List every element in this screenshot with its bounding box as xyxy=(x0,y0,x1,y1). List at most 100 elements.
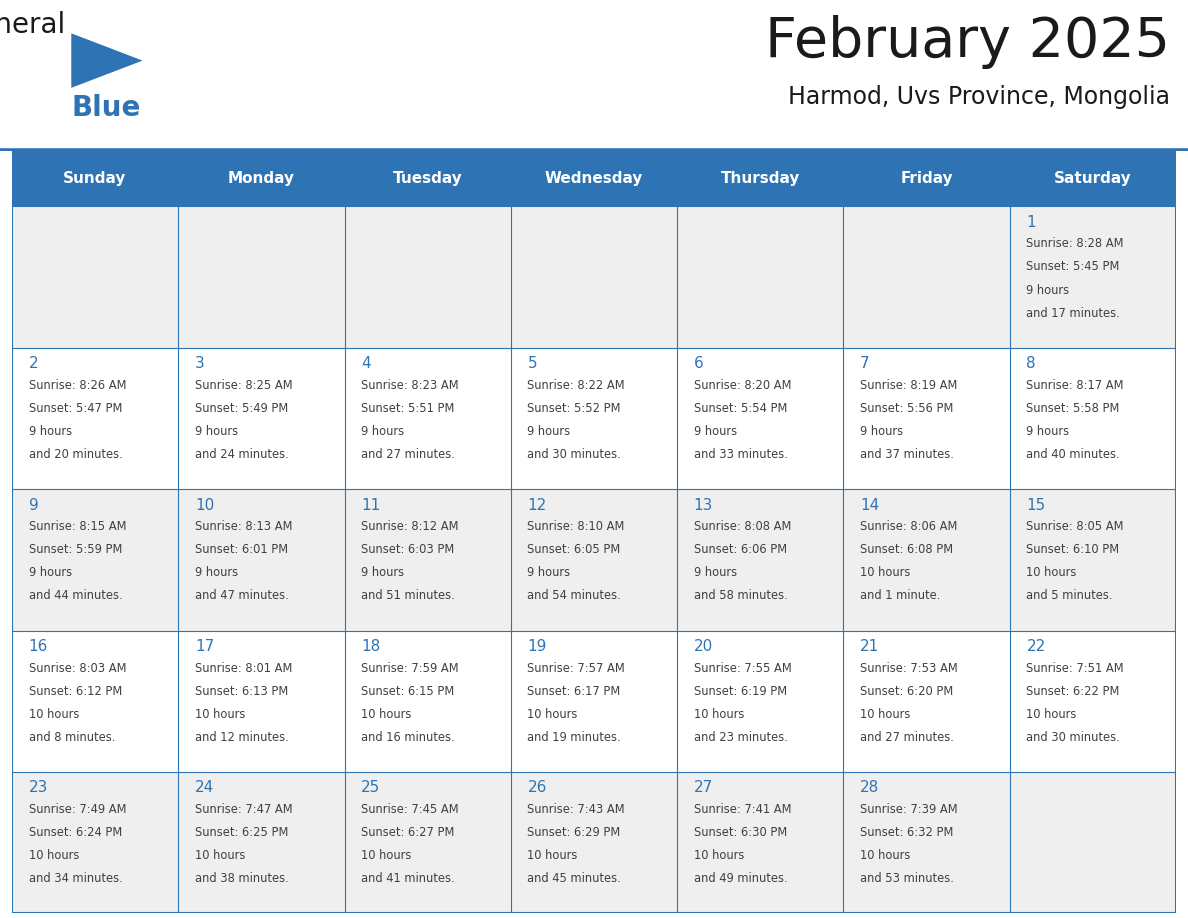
Text: and 19 minutes.: and 19 minutes. xyxy=(527,731,621,744)
Text: 7: 7 xyxy=(860,356,870,371)
Text: and 23 minutes.: and 23 minutes. xyxy=(694,731,788,744)
Text: and 24 minutes.: and 24 minutes. xyxy=(195,448,289,461)
Text: Sunset: 5:45 PM: Sunset: 5:45 PM xyxy=(1026,261,1120,274)
Text: Sunset: 6:13 PM: Sunset: 6:13 PM xyxy=(195,685,287,698)
Text: and 12 minutes.: and 12 minutes. xyxy=(195,731,289,744)
Text: Sunset: 6:29 PM: Sunset: 6:29 PM xyxy=(527,826,620,839)
Text: 26: 26 xyxy=(527,780,546,796)
Text: Sunrise: 8:15 AM: Sunrise: 8:15 AM xyxy=(29,521,126,533)
Text: Sunset: 6:17 PM: Sunset: 6:17 PM xyxy=(527,685,620,698)
Text: Sunrise: 7:53 AM: Sunrise: 7:53 AM xyxy=(860,662,958,675)
Text: and 38 minutes.: and 38 minutes. xyxy=(195,872,289,885)
Text: Sunset: 5:52 PM: Sunset: 5:52 PM xyxy=(527,402,621,415)
Text: 8: 8 xyxy=(1026,356,1036,371)
Text: Sunrise: 7:59 AM: Sunrise: 7:59 AM xyxy=(361,662,459,675)
Text: 21: 21 xyxy=(860,639,879,654)
Text: and 34 minutes.: and 34 minutes. xyxy=(29,872,122,885)
Text: 10 hours: 10 hours xyxy=(860,708,910,721)
Text: 3: 3 xyxy=(195,356,204,371)
Text: and 17 minutes.: and 17 minutes. xyxy=(1026,307,1120,319)
Text: Sunset: 6:03 PM: Sunset: 6:03 PM xyxy=(361,543,454,556)
Text: Sunrise: 8:05 AM: Sunrise: 8:05 AM xyxy=(1026,521,1124,533)
Text: Sunset: 6:24 PM: Sunset: 6:24 PM xyxy=(29,826,121,839)
Text: 5: 5 xyxy=(527,356,537,371)
Text: 24: 24 xyxy=(195,780,214,796)
Text: 10 hours: 10 hours xyxy=(694,849,744,862)
Text: and 20 minutes.: and 20 minutes. xyxy=(29,448,122,461)
Text: Sunset: 5:51 PM: Sunset: 5:51 PM xyxy=(361,402,455,415)
Text: and 44 minutes.: and 44 minutes. xyxy=(29,589,122,602)
Text: 19: 19 xyxy=(527,639,546,654)
Text: 10 hours: 10 hours xyxy=(527,708,577,721)
Text: 9 hours: 9 hours xyxy=(694,425,737,438)
Text: and 51 minutes.: and 51 minutes. xyxy=(361,589,455,602)
Text: February 2025: February 2025 xyxy=(765,15,1170,69)
Text: 9 hours: 9 hours xyxy=(527,566,570,579)
Text: and 58 minutes.: and 58 minutes. xyxy=(694,589,788,602)
Text: 20: 20 xyxy=(694,639,713,654)
Text: Sunset: 6:19 PM: Sunset: 6:19 PM xyxy=(694,685,786,698)
Text: Friday: Friday xyxy=(901,172,953,186)
Text: 9 hours: 9 hours xyxy=(361,425,404,438)
Text: 10 hours: 10 hours xyxy=(860,566,910,579)
Text: Sunset: 5:47 PM: Sunset: 5:47 PM xyxy=(29,402,122,415)
Text: Sunset: 6:22 PM: Sunset: 6:22 PM xyxy=(1026,685,1120,698)
Text: 6: 6 xyxy=(694,356,703,371)
Text: and 27 minutes.: and 27 minutes. xyxy=(860,731,954,744)
Text: 10 hours: 10 hours xyxy=(1026,566,1076,579)
Text: and 5 minutes.: and 5 minutes. xyxy=(1026,589,1113,602)
Text: Wednesday: Wednesday xyxy=(545,172,643,186)
Text: Sunrise: 8:25 AM: Sunrise: 8:25 AM xyxy=(195,379,292,392)
Text: 25: 25 xyxy=(361,780,380,796)
Text: Sunrise: 8:10 AM: Sunrise: 8:10 AM xyxy=(527,521,625,533)
Text: Sunrise: 8:13 AM: Sunrise: 8:13 AM xyxy=(195,521,292,533)
Text: and 45 minutes.: and 45 minutes. xyxy=(527,872,621,885)
Text: 18: 18 xyxy=(361,639,380,654)
Text: 17: 17 xyxy=(195,639,214,654)
Text: Sunset: 6:20 PM: Sunset: 6:20 PM xyxy=(860,685,953,698)
Text: Sunrise: 7:45 AM: Sunrise: 7:45 AM xyxy=(361,803,459,816)
Text: and 30 minutes.: and 30 minutes. xyxy=(527,448,621,461)
Text: Sunrise: 8:06 AM: Sunrise: 8:06 AM xyxy=(860,521,958,533)
Text: 10 hours: 10 hours xyxy=(694,708,744,721)
Bar xyxy=(12,631,1176,772)
Text: Sunset: 6:15 PM: Sunset: 6:15 PM xyxy=(361,685,454,698)
Text: Sunset: 6:01 PM: Sunset: 6:01 PM xyxy=(195,543,287,556)
Text: 10 hours: 10 hours xyxy=(29,849,78,862)
Text: Sunset: 6:30 PM: Sunset: 6:30 PM xyxy=(694,826,786,839)
Text: and 33 minutes.: and 33 minutes. xyxy=(694,448,788,461)
Text: Sunrise: 7:47 AM: Sunrise: 7:47 AM xyxy=(195,803,292,816)
Text: 9 hours: 9 hours xyxy=(1026,284,1069,297)
Text: Sunrise: 7:49 AM: Sunrise: 7:49 AM xyxy=(29,803,126,816)
Text: Sunset: 5:54 PM: Sunset: 5:54 PM xyxy=(694,402,788,415)
Text: Harmod, Uvs Province, Mongolia: Harmod, Uvs Province, Mongolia xyxy=(788,84,1170,109)
Text: 10 hours: 10 hours xyxy=(527,849,577,862)
Text: 9 hours: 9 hours xyxy=(29,425,71,438)
Text: Sunset: 6:06 PM: Sunset: 6:06 PM xyxy=(694,543,786,556)
Text: 10: 10 xyxy=(195,498,214,512)
Text: Sunset: 6:08 PM: Sunset: 6:08 PM xyxy=(860,543,953,556)
Text: 4: 4 xyxy=(361,356,371,371)
Text: Sunset: 6:05 PM: Sunset: 6:05 PM xyxy=(527,543,620,556)
Text: General: General xyxy=(0,11,65,39)
Text: 10 hours: 10 hours xyxy=(361,708,411,721)
Text: Sunrise: 8:22 AM: Sunrise: 8:22 AM xyxy=(527,379,625,392)
Text: and 47 minutes.: and 47 minutes. xyxy=(195,589,289,602)
Text: Sunrise: 8:08 AM: Sunrise: 8:08 AM xyxy=(694,521,791,533)
Text: Sunrise: 8:12 AM: Sunrise: 8:12 AM xyxy=(361,521,459,533)
Text: Sunrise: 7:51 AM: Sunrise: 7:51 AM xyxy=(1026,662,1124,675)
Polygon shape xyxy=(71,33,143,88)
Text: 2: 2 xyxy=(29,356,38,371)
Text: 9 hours: 9 hours xyxy=(527,425,570,438)
Text: 10 hours: 10 hours xyxy=(1026,708,1076,721)
Text: Sunset: 5:58 PM: Sunset: 5:58 PM xyxy=(1026,402,1120,415)
Text: 10 hours: 10 hours xyxy=(29,708,78,721)
Text: Sunrise: 7:57 AM: Sunrise: 7:57 AM xyxy=(527,662,625,675)
Text: 15: 15 xyxy=(1026,498,1045,512)
Text: Tuesday: Tuesday xyxy=(393,172,462,186)
Text: 9: 9 xyxy=(29,498,38,512)
Text: 14: 14 xyxy=(860,498,879,512)
Text: Sunset: 6:27 PM: Sunset: 6:27 PM xyxy=(361,826,455,839)
Text: Sunrise: 8:23 AM: Sunrise: 8:23 AM xyxy=(361,379,459,392)
Bar xyxy=(12,207,1176,348)
